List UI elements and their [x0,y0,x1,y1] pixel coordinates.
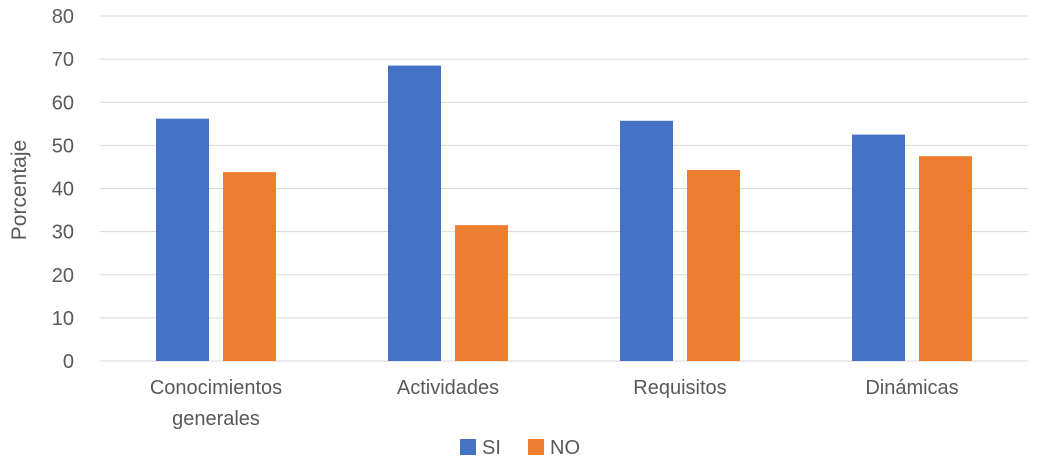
bar-no [919,156,972,361]
y-tick-label: 60 [52,92,74,114]
y-tick-label: 40 [52,179,74,201]
legend-label-si: SI [482,437,501,459]
x-axis-ticks: Conocimientos generales Actividades Requisi… [150,377,959,430]
y-axis-ticks: 0 10 20 30 40 50 60 70 80 [52,6,74,373]
legend: SI NO [460,437,580,459]
y-tick-label: 0 [63,351,74,373]
bar-si [620,120,673,361]
bar-no [687,169,740,361]
y-tick-label: 50 [52,135,74,157]
bar-no [455,225,508,361]
legend-label-no: NO [550,437,580,459]
bars [156,65,972,361]
x-tick-label: Actividades [397,377,499,399]
bar-si [388,65,441,361]
x-tick-label: Conocimientos generales [150,377,282,430]
x-tick-label: Requisitos [633,377,726,399]
y-tick-label: 30 [52,222,74,244]
x-tick-label: Dinámicas [865,377,958,399]
y-tick-label: 20 [52,265,74,287]
legend-swatch-no [528,439,544,455]
y-axis-label: Porcentaje [8,140,31,240]
y-tick-label: 10 [52,308,74,330]
bar-si [852,134,905,361]
legend-swatch-si [460,439,476,455]
y-tick-label: 80 [52,6,74,28]
bar-si [156,118,209,361]
y-tick-label: 70 [52,49,74,71]
bar-no [223,172,276,361]
